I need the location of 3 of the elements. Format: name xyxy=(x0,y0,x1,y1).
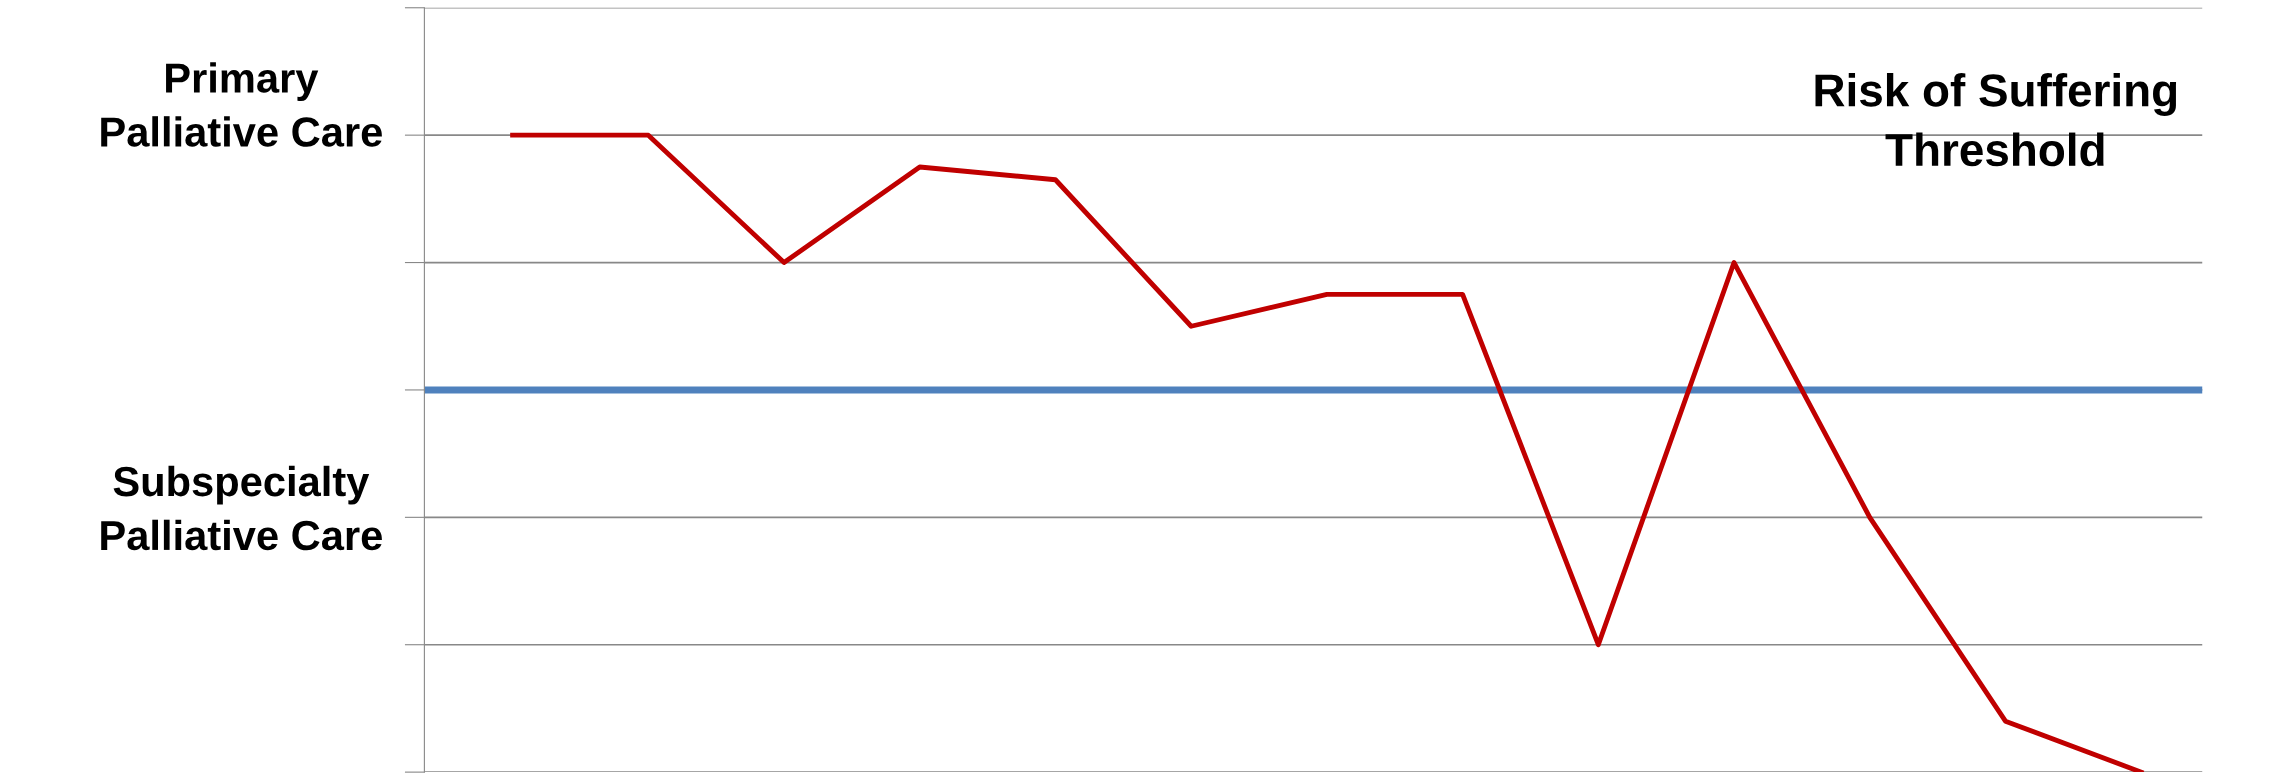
text: Primary Palliative Care xyxy=(101,62,382,147)
annotation: Risk of Suffering Threshold xyxy=(1815,73,2177,167)
text: Subspecialty Palliative Care xyxy=(101,465,382,551)
